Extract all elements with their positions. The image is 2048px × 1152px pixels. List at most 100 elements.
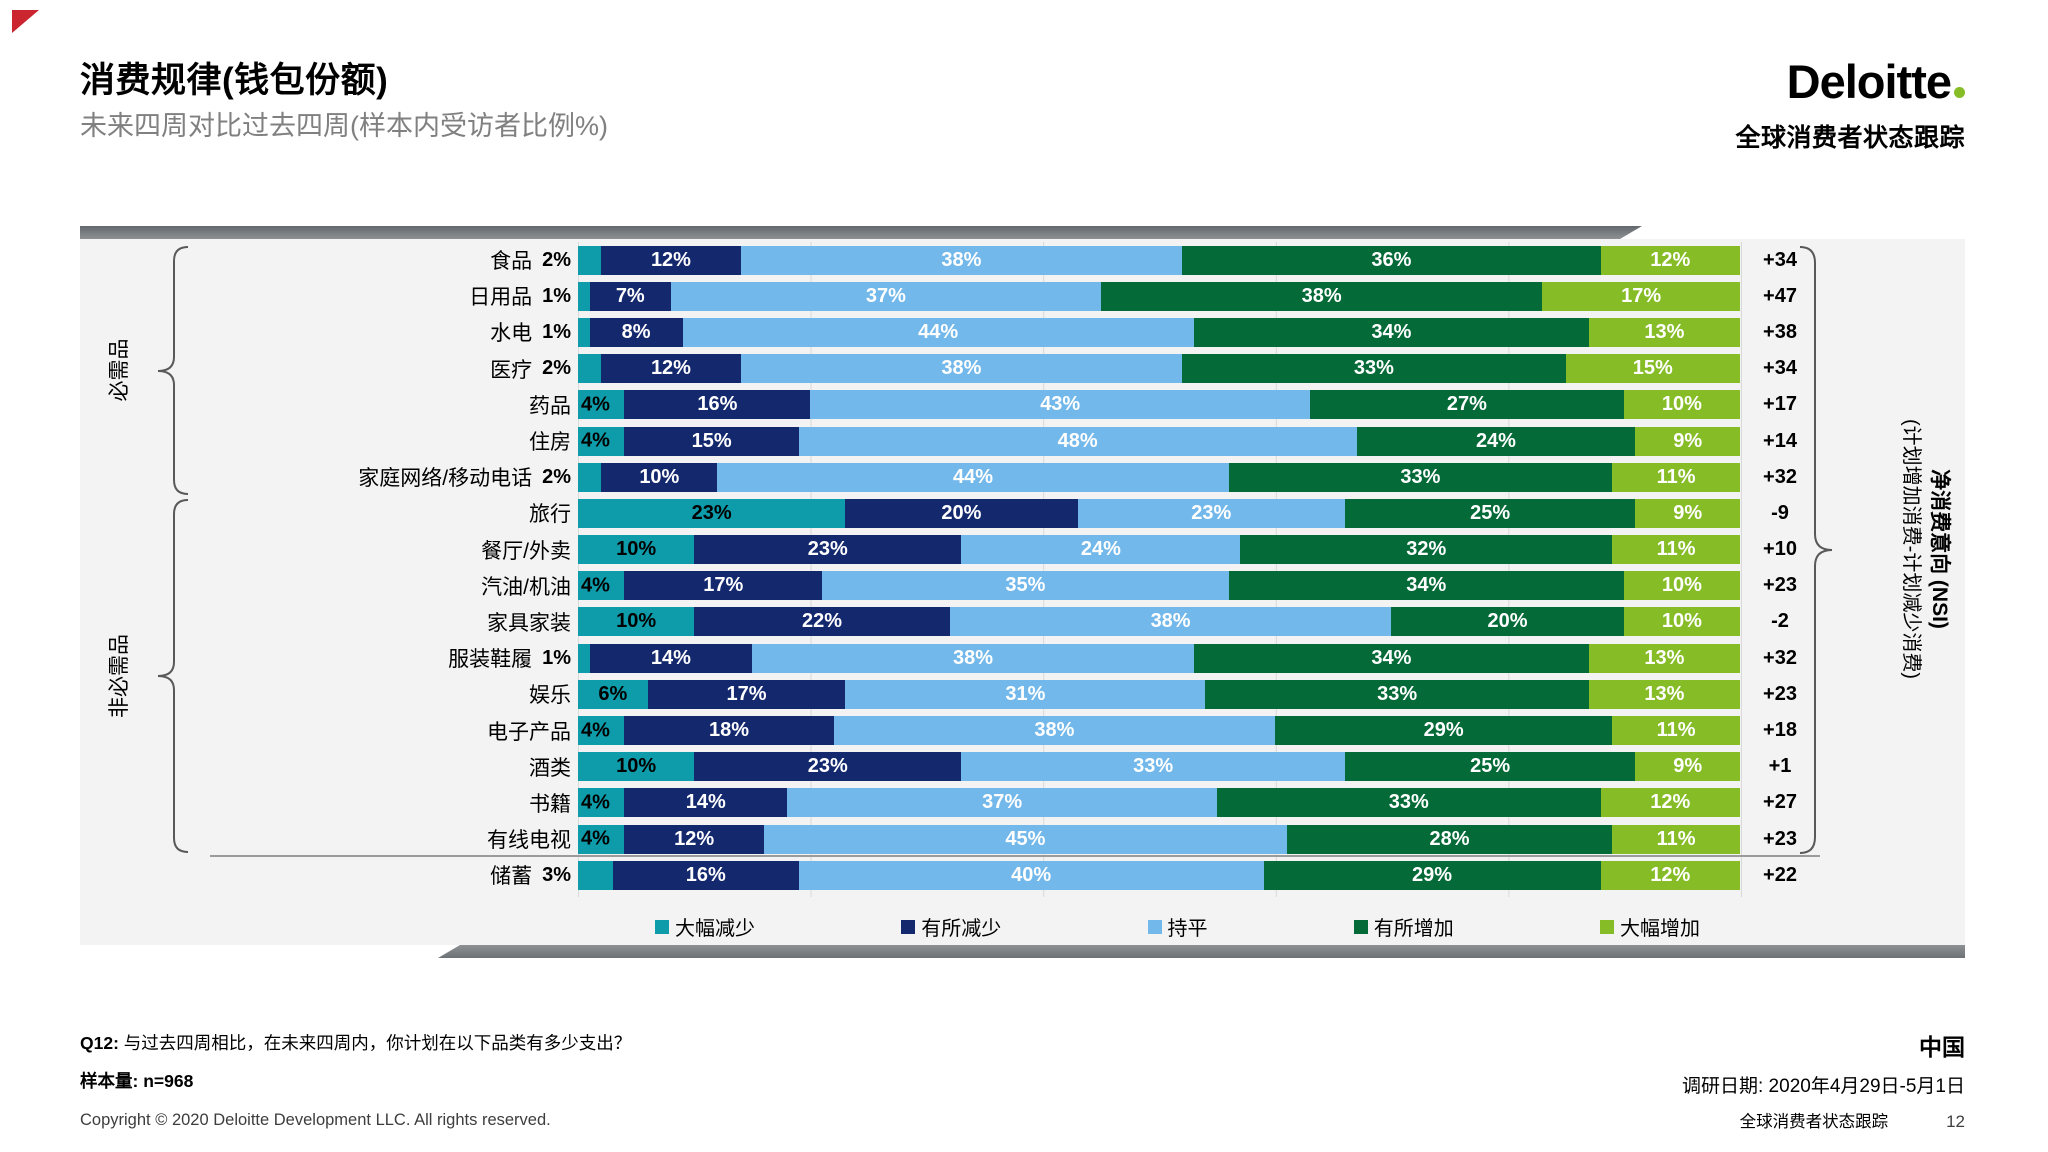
chart-row: 药品 4% 16% 43% 27% 10% +17: [80, 387, 1820, 423]
bar-segment: 28%: [1286, 824, 1613, 854]
category-label: 书籍: [529, 792, 571, 816]
stacked-bar: 4% 18% 38% 29% 11%: [578, 716, 1740, 746]
tracker-row: 全球消费者状态跟踪 12: [1682, 1108, 1965, 1132]
segment-value: 9%: [1673, 429, 1703, 452]
category-zone: 餐厅/外卖: [80, 535, 578, 565]
category-zone: 日用品 1%: [80, 281, 578, 311]
segment-value: 11%: [1656, 465, 1696, 488]
bar-segment: 20%: [1391, 607, 1624, 637]
legend-label: 大幅减少: [675, 918, 755, 940]
segment-value: 34%: [1371, 320, 1412, 343]
nsi-value: +47: [1763, 284, 1797, 307]
segment-value: 4%: [581, 827, 610, 850]
bar-segment: 23%: [694, 535, 962, 565]
bar-segment: 12%: [624, 824, 764, 854]
sample-size-line: 样本量: n=968: [80, 1068, 631, 1093]
category-zone: 家具家装: [80, 607, 578, 637]
question-prefix: Q12:: [80, 1033, 119, 1053]
deloitte-logo-block: Deloitte 全球消费者状态跟踪: [1735, 56, 1965, 154]
segment-value: 20%: [1487, 610, 1528, 633]
nsi-value: +23: [1763, 574, 1797, 597]
segment-value-outside: 1%: [542, 320, 571, 343]
category-label: 住房: [529, 431, 571, 455]
category-label: 酒类: [529, 756, 571, 780]
bar-segment: 37%: [670, 281, 1101, 311]
tracker-label: 全球消费者状态跟踪: [1739, 1113, 1889, 1131]
bar-segment: 32%: [1240, 535, 1613, 565]
segment-value-outside: 1%: [542, 284, 571, 307]
bar-segment: 10%: [601, 462, 718, 492]
chart-row: 书籍 4% 14% 37% 33% 12% +27: [80, 785, 1820, 821]
segment-value: 13%: [1644, 646, 1685, 669]
bar-segment: 34%: [1193, 643, 1589, 673]
bar-segment: 13%: [1588, 317, 1740, 347]
segment-value: 22%: [801, 610, 843, 633]
question-line: Q12: 与过去四周相比，在未来四周内，你计划在以下品类有多少支出？: [80, 1030, 631, 1055]
segment-value: 38%: [953, 646, 994, 669]
segment-value-outside: 3%: [542, 863, 571, 886]
segment-value: 16%: [697, 393, 738, 416]
category-label: 日用品: [469, 286, 533, 310]
segment-value: 9%: [1673, 501, 1703, 524]
stacked-bar: 14% 38% 34% 13%: [578, 643, 1740, 673]
nsi-value: +23: [1763, 827, 1797, 850]
segment-value: 48%: [1057, 429, 1098, 452]
segment-value: 4%: [581, 393, 610, 416]
bar-segment: 12%: [601, 354, 741, 384]
segment-value: 25%: [1470, 755, 1511, 778]
bar-segment: 38%: [1100, 281, 1543, 311]
bar-segment: 40%: [798, 860, 1264, 890]
stacked-bar: 8% 44% 34% 13%: [578, 317, 1740, 347]
bar-segment: 44%: [717, 462, 1229, 492]
right-brace-nsi: [1799, 246, 1833, 854]
category-label: 医疗: [490, 358, 533, 382]
category-zone: 服装鞋履 1%: [80, 643, 578, 673]
segment-value: 4%: [581, 429, 610, 452]
segment-value: 23%: [691, 501, 732, 524]
segment-value: 24%: [1080, 538, 1121, 561]
nsi-value: +27: [1763, 791, 1797, 814]
nsi-value: +18: [1763, 719, 1797, 742]
bar-segment: 25%: [1344, 498, 1636, 528]
category-label: 旅行: [529, 503, 571, 527]
category-label: 服装鞋履: [448, 648, 533, 672]
stacked-bar: 12% 38% 33% 15%: [578, 354, 1740, 384]
stacked-bar: 4% 12% 45% 28% 11%: [578, 824, 1740, 854]
bar-segment: 12%: [1600, 788, 1740, 818]
nsi-value: +14: [1763, 429, 1797, 452]
bar-segment: 11%: [1612, 716, 1740, 746]
bar-segment: 12%: [1600, 860, 1740, 890]
bar-segment: 17%: [647, 679, 846, 709]
category-label: 汽油/机油: [481, 575, 571, 599]
savings-divider-line: [210, 855, 1820, 857]
bar-segment: 14%: [589, 643, 753, 673]
segment-value: 17%: [726, 682, 767, 705]
chart-row: 住房 4% 15% 48% 24% 9% +14: [80, 423, 1820, 459]
bar-segment: 38%: [833, 716, 1276, 746]
segment-value: 17%: [703, 574, 744, 597]
bar-segment: 33%: [1228, 462, 1613, 492]
segment-value: 13%: [1644, 320, 1685, 343]
left-brace-non-necessities: [157, 499, 189, 853]
category-label: 家具家装: [487, 611, 571, 635]
logo-tagline: 全球消费者状态跟踪: [1735, 124, 1965, 152]
segment-value: 13%: [1644, 682, 1685, 705]
bar-segment: 35%: [822, 571, 1229, 601]
stacked-bar: 4% 15% 48% 24% 9%: [578, 426, 1740, 456]
segment-value: 20%: [941, 501, 982, 524]
category-zone: 汽油/机油: [80, 571, 578, 601]
legend-item: 大幅减少: [655, 912, 755, 941]
chart-row: 家具家装 10% 22% 38% 20% 10% -2: [80, 604, 1820, 640]
survey-date: 调研日期: 2020年4月29日-5月1日: [1682, 1076, 1965, 1097]
legend-label: 持平: [1167, 918, 1208, 940]
bar-segment: [578, 317, 590, 347]
segment-value: 29%: [1412, 863, 1453, 886]
bar-segment: 4%: [578, 824, 625, 854]
page-title: 消费规律(钱包份额): [80, 61, 389, 100]
bar-segment: 34%: [1228, 571, 1624, 601]
category-zone: 电子产品: [80, 716, 578, 746]
legend-chip-icon: [655, 919, 669, 934]
legend-chip-icon: [1353, 919, 1368, 934]
stacked-bar: 4% 16% 43% 27% 10%: [578, 390, 1740, 420]
bar-segment: 14%: [624, 788, 788, 818]
